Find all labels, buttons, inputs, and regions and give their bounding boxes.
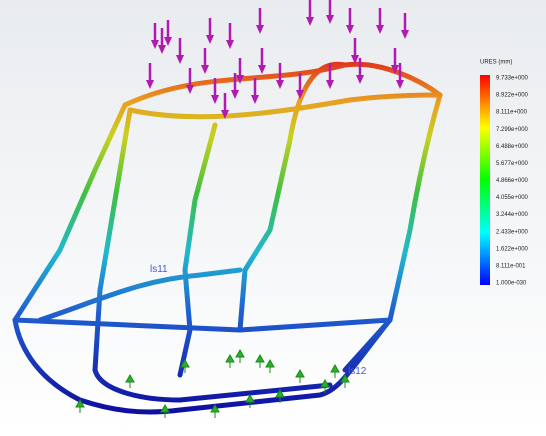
legend-label: 8.922e+000 bbox=[496, 93, 529, 99]
legend-label: 9.733e+000 bbox=[496, 76, 529, 82]
legend-label: 7.299e+000 bbox=[496, 127, 529, 133]
annotation: ls12 bbox=[348, 366, 367, 377]
color-bar bbox=[480, 75, 490, 285]
legend-label: 4.055e+000 bbox=[496, 195, 529, 201]
legend-label: 3.244e+000 bbox=[496, 212, 529, 218]
legend-label: 1.622e+000 bbox=[496, 246, 529, 252]
legend-title: URES (mm) bbox=[480, 60, 512, 66]
legend-label: 6.488e+000 bbox=[496, 144, 529, 150]
legend-label: 8.111e+000 bbox=[496, 110, 528, 116]
annotation: ls11 bbox=[150, 264, 168, 275]
legend-label: 5.677e+000 bbox=[496, 161, 529, 167]
legend-label: 1.000e-030 bbox=[496, 281, 527, 287]
legend-label: 2.433e+000 bbox=[496, 229, 529, 235]
legend-label: 8.111e-001 bbox=[496, 263, 526, 269]
viewport: ls11 ls12 URES (mm) 9.733e+000 8.922e+000… bbox=[0, 0, 546, 436]
legend-label: 4.866e+000 bbox=[496, 178, 529, 184]
